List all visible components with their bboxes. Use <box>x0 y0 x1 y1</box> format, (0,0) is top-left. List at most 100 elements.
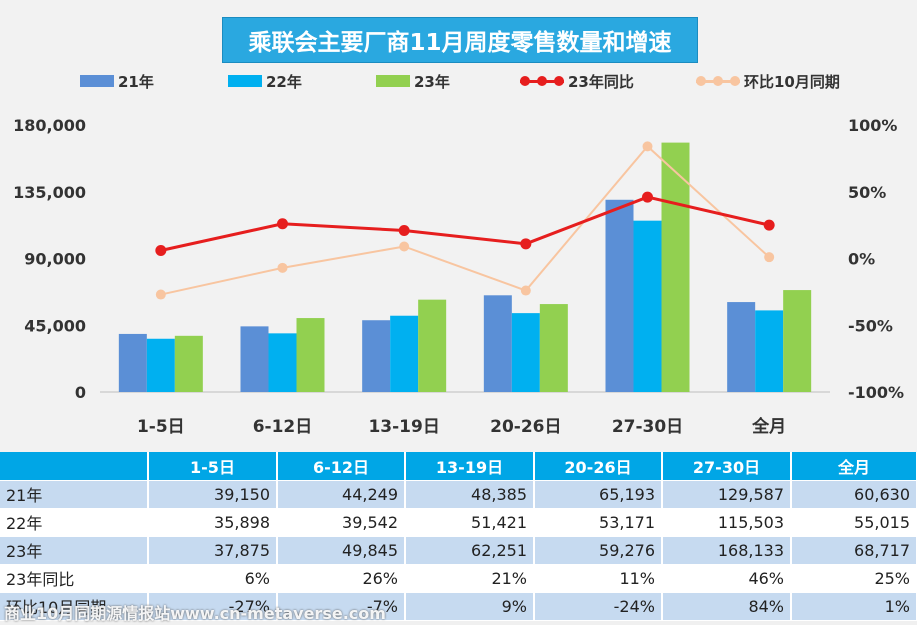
table-row: 23年 37,875 49,845 62,251 59,276 168,133 … <box>0 536 917 565</box>
x-tick-label: 27-30日 <box>612 417 683 437</box>
bar-3 <box>539 304 568 392</box>
y-right-tick-label: 50% <box>848 183 886 202</box>
table-cell: 26% <box>277 564 406 593</box>
y-left-tick-label: 135,000 <box>13 183 86 202</box>
table-cell: -7% <box>277 592 406 621</box>
table-cell: 44,249 <box>277 480 406 509</box>
chart-legend: 21年 22年 23年 23年同比 环比10 <box>0 70 917 92</box>
legend-line-yoy <box>520 75 564 87</box>
bar-1 <box>118 333 147 392</box>
bar-3 <box>174 335 203 392</box>
table-cell: 39,542 <box>277 508 406 537</box>
legend-line-mom <box>696 75 740 87</box>
table-cell: 65,193 <box>534 480 663 509</box>
legend-item-23: 23年 <box>376 70 450 92</box>
bar-1 <box>362 320 391 392</box>
legend-swatch-21 <box>80 75 114 87</box>
table-header-cell: 6-12日 <box>277 452 406 481</box>
yoy-point <box>763 219 775 231</box>
table-cell: 55,015 <box>791 508 917 537</box>
table-row-label: 23年 <box>0 536 149 565</box>
table-header-cell: 27-30日 <box>662 452 792 481</box>
table-header-blank <box>0 452 149 481</box>
table-cell: 21% <box>405 564 535 593</box>
bar-3 <box>661 142 690 392</box>
table-header-cell: 1-5日 <box>148 452 278 481</box>
legend-item-yoy: 23年同比 <box>520 70 634 92</box>
table-cell: 37,875 <box>148 536 278 565</box>
table-cell: 35,898 <box>148 508 278 537</box>
legend-item-21: 21年 <box>80 70 154 92</box>
y-left-tick-label: 0 <box>75 383 86 402</box>
table-cell: 25% <box>791 564 917 593</box>
table-cell: 129,587 <box>662 480 792 509</box>
table-row: 22年 35,898 39,542 51,421 53,171 115,503 … <box>0 508 917 537</box>
bar-2 <box>755 310 784 392</box>
data-table-wrap: 1-5日 6-12日 13-19日 20-26日 27-30日 全月 21年 3… <box>0 452 917 625</box>
yoy-point <box>642 191 653 203</box>
table-cell: 49,845 <box>277 536 406 565</box>
bar-2 <box>268 333 297 392</box>
combo-chart: 0 45,000 90,000 135,000 180,000 -100% -50% 0% 50… <box>13 116 904 437</box>
legend-label-22: 22年 <box>266 72 302 91</box>
yoy-point <box>155 244 167 256</box>
table-cell: 60,630 <box>791 480 917 509</box>
table-cell: 11% <box>534 564 663 593</box>
y-left-tick-label: 90,000 <box>24 250 86 269</box>
table-cell: 1% <box>791 592 917 621</box>
table-row-label: 22年 <box>0 508 149 537</box>
legend-swatch-22 <box>228 75 262 87</box>
table-cell: 51,421 <box>405 508 535 537</box>
bar-3 <box>296 318 325 392</box>
y-right-tick-label: 100% <box>848 116 897 135</box>
y-right-tick-label: 0% <box>848 250 875 269</box>
bar-1 <box>483 295 512 392</box>
table-cell: -27% <box>148 592 278 621</box>
legend-item-22: 22年 <box>228 70 302 92</box>
bar-1 <box>727 302 756 392</box>
yoy-point <box>398 224 410 236</box>
table-cell: 62,251 <box>405 536 535 565</box>
legend-label-23: 23年 <box>414 72 450 91</box>
bar-2 <box>146 338 175 392</box>
x-tick-label: 13-19日 <box>368 417 439 437</box>
yoy-line <box>160 195 770 252</box>
table-row-label: 环比10月同期 <box>0 592 149 621</box>
table-header-cell: 20-26日 <box>534 452 663 481</box>
legend-swatch-23 <box>376 75 410 87</box>
mom-point <box>399 241 410 252</box>
table-row: 环比10月同期 -27% -7% 9% -24% 84% 1% <box>0 592 917 621</box>
chart-title: 乘联会主要厂商11月周度零售数量和增速 <box>222 17 698 63</box>
bar-3 <box>418 299 447 392</box>
table-cell: 39,150 <box>148 480 278 509</box>
table-cell: 115,503 <box>662 508 792 537</box>
table-row: 21年 39,150 44,249 48,385 65,193 129,587 … <box>0 480 917 509</box>
bar-1 <box>605 199 634 392</box>
mom-line <box>160 144 770 296</box>
yoy-point <box>520 238 532 250</box>
x-tick-label: 1-5日 <box>137 417 185 437</box>
legend-label-21: 21年 <box>118 72 154 91</box>
mom-point <box>520 285 531 296</box>
mom-point <box>642 141 653 152</box>
table-row: 23年同比 6% 26% 21% 11% 46% 25% <box>0 564 917 593</box>
bar-3 <box>783 290 812 392</box>
y-right-tick-label: -50% <box>848 316 893 335</box>
legend-item-mom: 环比10月同期 <box>696 70 840 92</box>
bar-2 <box>390 315 419 392</box>
table-cell: 6% <box>148 564 278 593</box>
table-header-row: 1-5日 6-12日 13-19日 20-26日 27-30日 全月 <box>0 452 917 481</box>
mom-point <box>277 262 288 273</box>
table-cell: 48,385 <box>405 480 535 509</box>
table-cell: 59,276 <box>534 536 663 565</box>
x-tick-label: 全月 <box>751 416 786 437</box>
table-cell: 9% <box>405 592 535 621</box>
table-cell: 68,717 <box>791 536 917 565</box>
table-row-label: 21年 <box>0 480 149 509</box>
table-cell: -24% <box>534 592 663 621</box>
chart-area: 乘联会主要厂商11月周度零售数量和增速 21年 22年 23年 23年同比 <box>0 17 917 437</box>
mom-point <box>764 252 775 263</box>
x-tick-label: 6-12日 <box>253 417 313 437</box>
yoy-point <box>277 218 288 230</box>
y-left-tick-label: 45,000 <box>24 316 86 335</box>
